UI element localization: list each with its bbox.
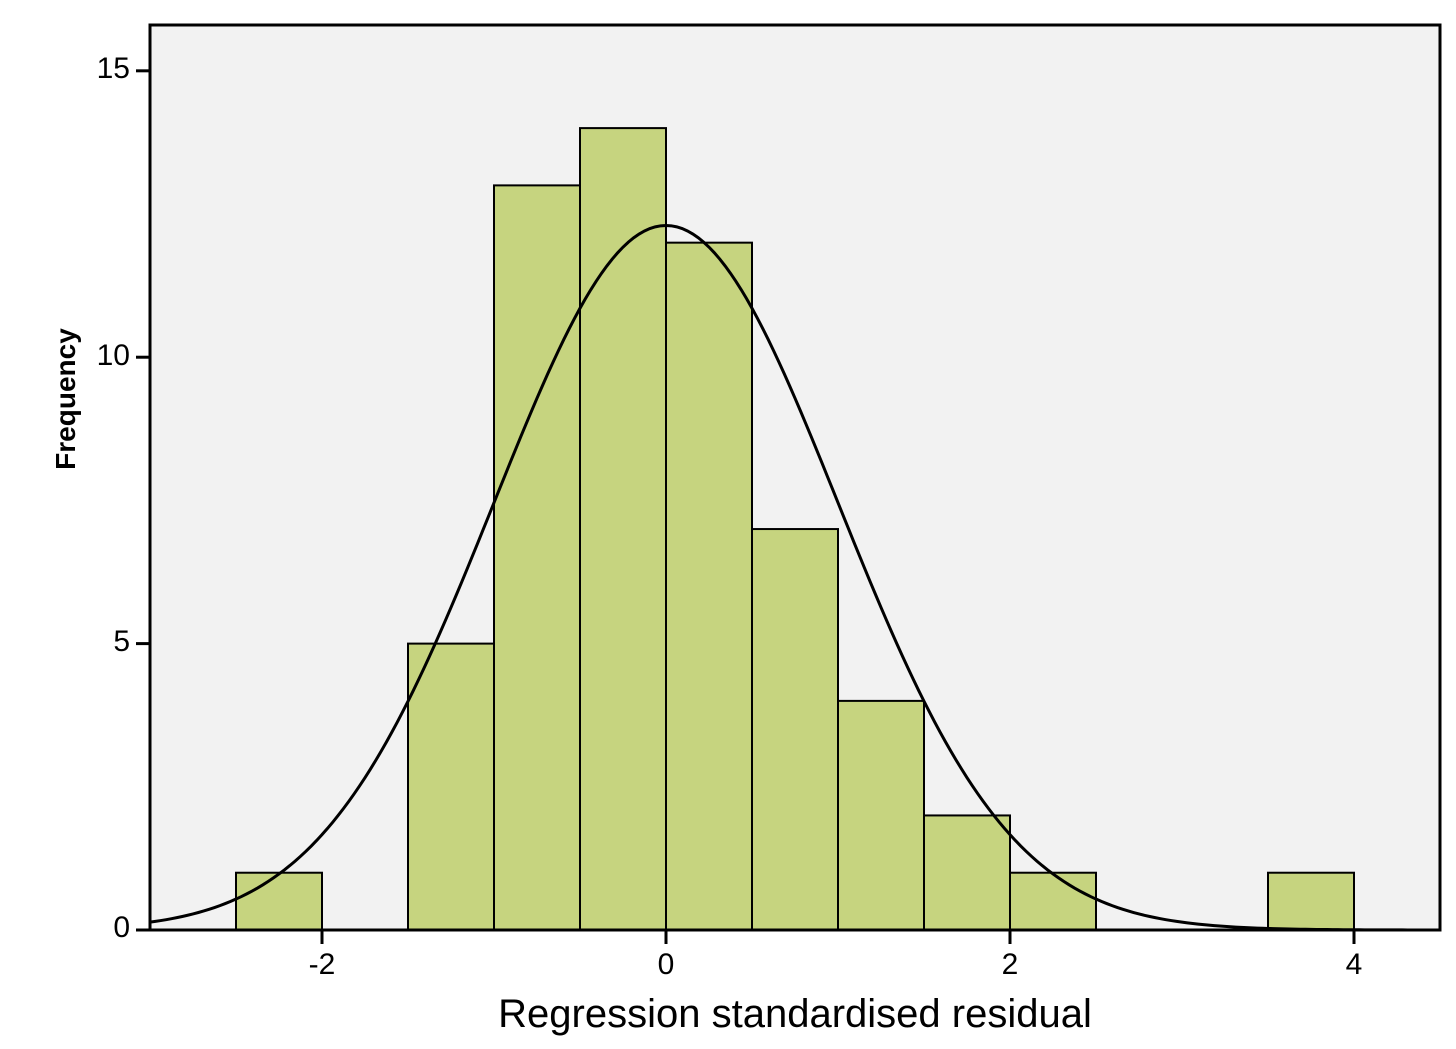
histogram-bar xyxy=(752,529,838,930)
y-tick-label: 15 xyxy=(97,52,130,86)
histogram-chart: Frequency Regression standardised residu… xyxy=(0,0,1456,1049)
y-tick-label: 10 xyxy=(97,339,130,373)
histogram-bar xyxy=(838,701,924,930)
histogram-bar xyxy=(236,873,322,930)
histogram-bar xyxy=(666,243,752,930)
x-tick-label: 0 xyxy=(626,948,706,982)
histogram-bar xyxy=(1010,873,1096,930)
histogram-bar xyxy=(408,644,494,930)
x-axis-label: Regression standardised residual xyxy=(0,992,1440,1037)
histogram-bar xyxy=(924,815,1010,930)
x-tick-label: 2 xyxy=(970,948,1050,982)
y-tick-label: 0 xyxy=(113,911,130,945)
chart-canvas xyxy=(0,0,1456,1049)
y-axis-label: Frequency xyxy=(50,249,82,549)
x-tick-label: 4 xyxy=(1314,948,1394,982)
x-tick-label: -2 xyxy=(282,948,362,982)
y-tick-label: 5 xyxy=(113,625,130,659)
histogram-bar xyxy=(494,185,580,930)
histogram-bar xyxy=(1268,873,1354,930)
